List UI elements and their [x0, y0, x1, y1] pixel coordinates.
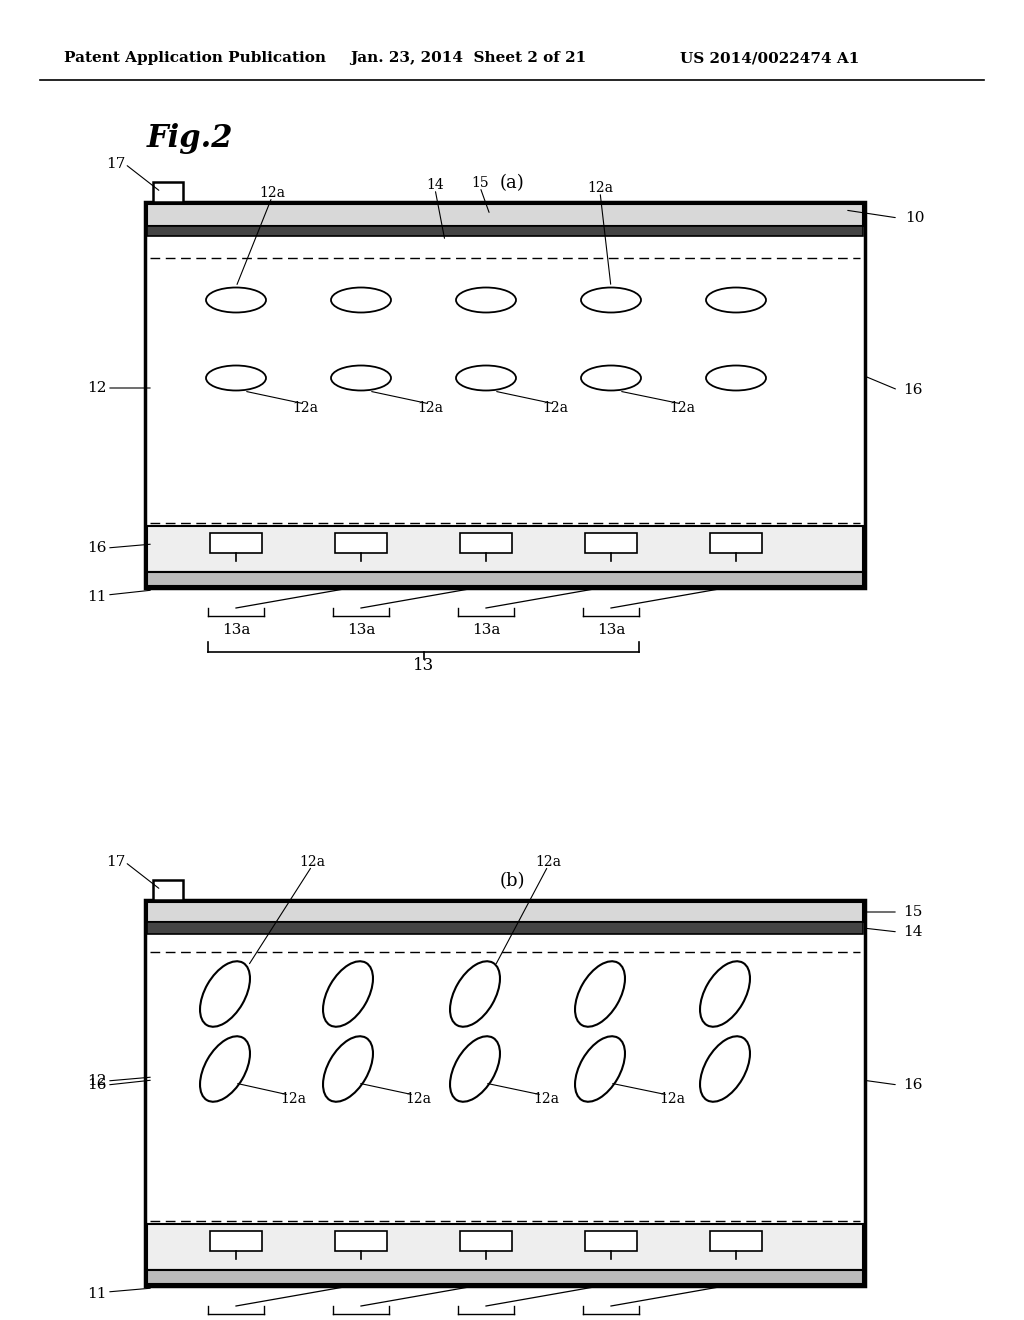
Bar [710, 533, 762, 553]
Text: 12a: 12a [534, 1092, 559, 1106]
Bar [147, 205, 863, 226]
Text: 16: 16 [903, 383, 923, 397]
Text: 12a: 12a [299, 855, 325, 869]
Bar [147, 902, 863, 921]
Bar [335, 1232, 387, 1251]
Text: 17: 17 [105, 855, 125, 869]
Bar [145, 900, 865, 1286]
Text: 15: 15 [471, 176, 488, 190]
Text: 12a: 12a [417, 401, 443, 414]
Text: (a): (a) [500, 174, 524, 191]
Text: 13: 13 [413, 657, 434, 675]
Text: Patent Application Publication: Patent Application Publication [63, 51, 326, 65]
Text: 16: 16 [903, 1078, 923, 1092]
Bar [147, 921, 863, 935]
Bar [153, 182, 183, 202]
Bar [335, 533, 387, 553]
Text: Fig.2: Fig.2 [146, 123, 233, 153]
Text: 11: 11 [87, 590, 106, 605]
Bar [585, 1232, 637, 1251]
Bar [147, 572, 863, 586]
Text: 12a: 12a [280, 1092, 306, 1106]
Bar [147, 525, 863, 572]
Text: 10: 10 [905, 211, 925, 224]
Bar [460, 1232, 512, 1251]
Bar [210, 1232, 262, 1251]
Text: 12a: 12a [292, 401, 318, 414]
Text: 13a: 13a [472, 623, 500, 638]
Text: 12: 12 [87, 1074, 106, 1088]
Text: 15: 15 [903, 906, 923, 919]
Text: 12a: 12a [669, 401, 695, 414]
Text: 12a: 12a [587, 181, 613, 195]
Text: 16: 16 [87, 1078, 106, 1092]
Bar [147, 226, 863, 236]
Text: (b): (b) [500, 873, 524, 890]
Text: 12a: 12a [259, 186, 285, 201]
Text: 13a: 13a [347, 623, 375, 638]
Text: 12a: 12a [535, 855, 561, 869]
Bar [153, 880, 183, 900]
Bar [147, 1270, 863, 1284]
Text: Jan. 23, 2014  Sheet 2 of 21: Jan. 23, 2014 Sheet 2 of 21 [350, 51, 586, 65]
Text: 14: 14 [426, 178, 443, 191]
Text: 16: 16 [87, 541, 106, 554]
Text: 12: 12 [87, 381, 106, 395]
Bar [460, 533, 512, 553]
Bar [147, 1224, 863, 1270]
Bar [710, 1232, 762, 1251]
Bar [585, 533, 637, 553]
Bar [210, 533, 262, 553]
Text: 11: 11 [87, 1287, 106, 1302]
Text: 12a: 12a [542, 401, 568, 414]
Text: 14: 14 [903, 925, 923, 939]
Text: 17: 17 [105, 157, 125, 172]
Text: 12a: 12a [406, 1092, 431, 1106]
Text: US 2014/0022474 A1: US 2014/0022474 A1 [680, 51, 860, 65]
Text: 12a: 12a [659, 1092, 685, 1106]
Text: 13a: 13a [597, 623, 626, 638]
Text: 13a: 13a [222, 623, 250, 638]
Bar [145, 202, 865, 587]
